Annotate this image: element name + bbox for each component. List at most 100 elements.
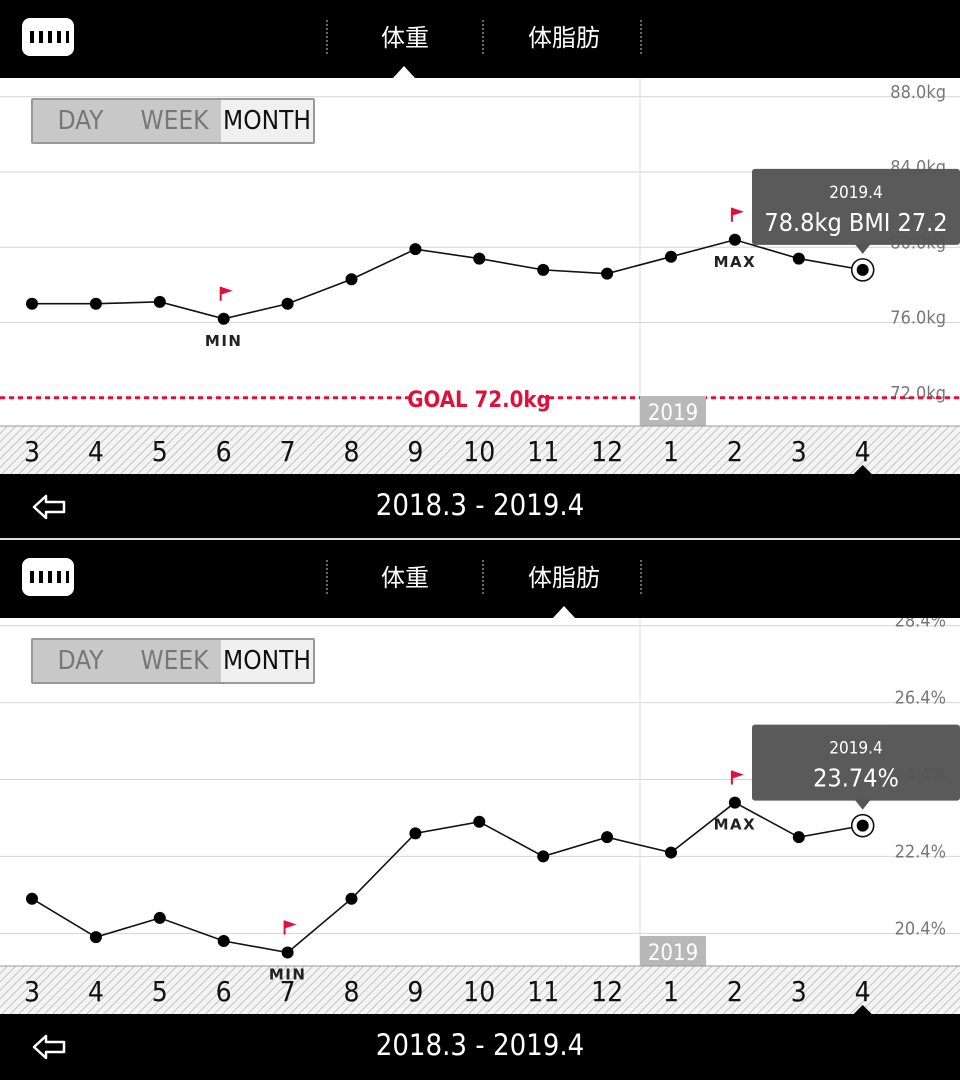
y-tick-label: 88.0kg <box>890 82 946 103</box>
day-button[interactable]: DAY <box>57 106 104 136</box>
top-bar: 体重 体脂肪 <box>0 540 960 618</box>
tooltip-period: 2019.4 <box>829 183 883 203</box>
data-point <box>601 267 614 280</box>
scale-logo-icon[interactable] <box>22 18 74 56</box>
x-tick-label: 3 <box>24 435 40 468</box>
data-point <box>537 263 550 276</box>
back-arrow-icon[interactable] <box>30 492 70 522</box>
y-tick-label: 26.4% <box>895 688 946 709</box>
x-tick-label: 4 <box>88 435 104 468</box>
x-tick-label: 9 <box>407 435 423 468</box>
min-label: MIN <box>205 332 243 350</box>
tooltip-arrow <box>854 243 871 254</box>
data-point <box>217 935 230 948</box>
active-tab-pointer <box>553 606 575 618</box>
tooltip-box <box>752 724 960 801</box>
x-tick-label: 10 <box>463 975 495 1008</box>
y-tick-label: 72.0kg <box>890 383 946 404</box>
week-button[interactable]: WEEK <box>140 646 209 676</box>
flag-icon <box>731 207 744 216</box>
data-point <box>792 831 805 844</box>
tab-weight[interactable]: 体重 <box>381 24 429 52</box>
tab-body-fat[interactable]: 体脂肪 <box>528 564 600 592</box>
x-tick-label: 8 <box>343 435 359 468</box>
selected-month-pointer <box>853 465 872 474</box>
max-label: MAX <box>714 816 757 834</box>
selected-point <box>856 819 869 832</box>
x-tick-label: 12 <box>591 435 623 468</box>
year-badge: 2019 <box>648 941 698 966</box>
x-tick-label: 3 <box>791 435 807 468</box>
x-tick-label: 1 <box>663 435 679 468</box>
y-tick-label: 22.4% <box>895 841 946 862</box>
x-tick-label: 5 <box>152 975 168 1008</box>
top-bar: 体重 体脂肪 <box>0 0 960 78</box>
tab-separator <box>482 20 484 54</box>
selected-point <box>856 263 869 276</box>
data-point <box>728 233 741 246</box>
tooltip-box <box>752 168 960 245</box>
back-arrow-icon[interactable] <box>30 1032 70 1062</box>
bottom-bar: 2018.3 - 2019.4 <box>0 1014 960 1080</box>
tooltip-value: 78.8kg BMI 27.2 <box>764 208 947 237</box>
x-tick-label: 9 <box>407 975 423 1008</box>
scale-logo-icon[interactable] <box>22 558 74 596</box>
data-point <box>26 297 38 310</box>
x-tick-label: 7 <box>280 435 296 468</box>
month-button[interactable]: MONTH <box>221 640 313 682</box>
tab-separator <box>640 560 642 594</box>
year-badge-bg <box>640 936 706 966</box>
x-tick-label: 2 <box>727 975 743 1008</box>
flag-icon <box>220 286 233 295</box>
data-point <box>473 252 486 265</box>
tooltip-period: 2019.4 <box>829 739 883 759</box>
flag-icon <box>284 920 297 929</box>
period-segmented-control: DAY WEEK MONTH <box>31 98 315 144</box>
tab-separator <box>640 20 642 54</box>
week-button[interactable]: WEEK <box>140 106 209 136</box>
x-tick-label: 4 <box>88 975 104 1008</box>
tooltip-arrow <box>854 799 871 810</box>
x-tick-label: 4 <box>855 975 871 1008</box>
flag-icon <box>731 770 744 779</box>
x-tick-label: 7 <box>280 975 296 1008</box>
data-point <box>345 892 358 905</box>
data-point <box>89 931 102 944</box>
year-badge: 2019 <box>648 401 698 426</box>
tooltip-value: 23.74% <box>813 764 899 793</box>
y-tick-label: 76.0kg <box>890 308 946 329</box>
year-badge-bg <box>640 396 706 426</box>
data-point <box>153 295 166 308</box>
tab-separator <box>326 560 328 594</box>
tab-separator <box>326 20 328 54</box>
data-point <box>792 252 805 265</box>
min-label: MIN <box>269 966 307 984</box>
data-point <box>409 827 422 840</box>
month-button[interactable]: MONTH <box>221 100 313 142</box>
date-range-label: 2018.3 - 2019.4 <box>375 488 585 522</box>
selected-month-pointer <box>853 1005 872 1014</box>
x-tick-label: 11 <box>527 975 559 1008</box>
data-point <box>728 796 741 809</box>
bottom-bar: 2018.3 - 2019.4 <box>0 474 960 540</box>
data-point <box>665 250 677 263</box>
x-tick-label: 12 <box>591 975 623 1008</box>
panel-divider <box>0 538 960 540</box>
data-point <box>281 297 294 310</box>
tab-body-fat[interactable]: 体脂肪 <box>528 24 600 52</box>
series-line <box>31 801 863 954</box>
day-button[interactable]: DAY <box>57 646 104 676</box>
x-tick-label: 4 <box>855 435 871 468</box>
active-tab-pointer <box>393 66 415 78</box>
data-point <box>409 243 422 256</box>
tab-weight[interactable]: 体重 <box>381 564 429 592</box>
data-point <box>601 831 614 844</box>
x-axis-band <box>0 966 960 1014</box>
body-fat-chart: 28.4%26.4%24.4%22.4%20.4%201934567891011… <box>0 611 960 1014</box>
tab-separator <box>482 560 484 594</box>
x-tick-label: 10 <box>463 435 495 468</box>
data-point <box>537 850 550 863</box>
data-point <box>153 911 166 924</box>
